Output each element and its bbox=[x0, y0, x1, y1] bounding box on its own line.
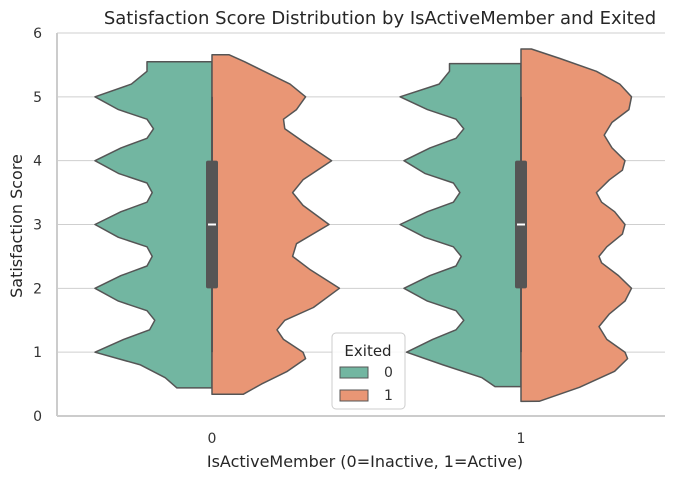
y-tick-label: 2 bbox=[33, 281, 42, 297]
legend-label-1: 1 bbox=[384, 388, 393, 404]
legend-swatch-1 bbox=[339, 389, 369, 402]
y-tick-label: 1 bbox=[33, 345, 42, 361]
violin-half-cat0-exited0 bbox=[94, 60, 213, 389]
legend-title: Exited bbox=[344, 342, 391, 360]
violin-plot-area bbox=[94, 48, 633, 403]
violin-half-cat0-exited1 bbox=[211, 53, 341, 396]
x-tick-label: 0 bbox=[208, 431, 217, 447]
x-axis-label: IsActiveMember (0=Inactive, 1=Active) bbox=[207, 452, 523, 471]
y-tick-label: 0 bbox=[33, 409, 42, 425]
violin-half-cat1-exited1 bbox=[520, 48, 633, 403]
y-axis-label: Satisfaction Score bbox=[7, 154, 26, 298]
y-tick-label: 6 bbox=[33, 26, 42, 42]
chart-title: Satisfaction Score Distribution by IsAct… bbox=[104, 8, 656, 29]
legend: Exited 0 1 bbox=[331, 332, 406, 410]
legend-swatch-0 bbox=[339, 366, 369, 379]
y-tick-label: 4 bbox=[33, 154, 42, 170]
y-tick-label: 5 bbox=[33, 90, 42, 106]
legend-label-0: 0 bbox=[384, 365, 393, 381]
axes: 0 1 2 3 4 5 6 0 1 bbox=[33, 26, 665, 447]
x-tick-label: 1 bbox=[517, 431, 526, 447]
violin-half-cat1-exited0 bbox=[399, 62, 522, 388]
y-tick-label: 3 bbox=[33, 218, 42, 234]
